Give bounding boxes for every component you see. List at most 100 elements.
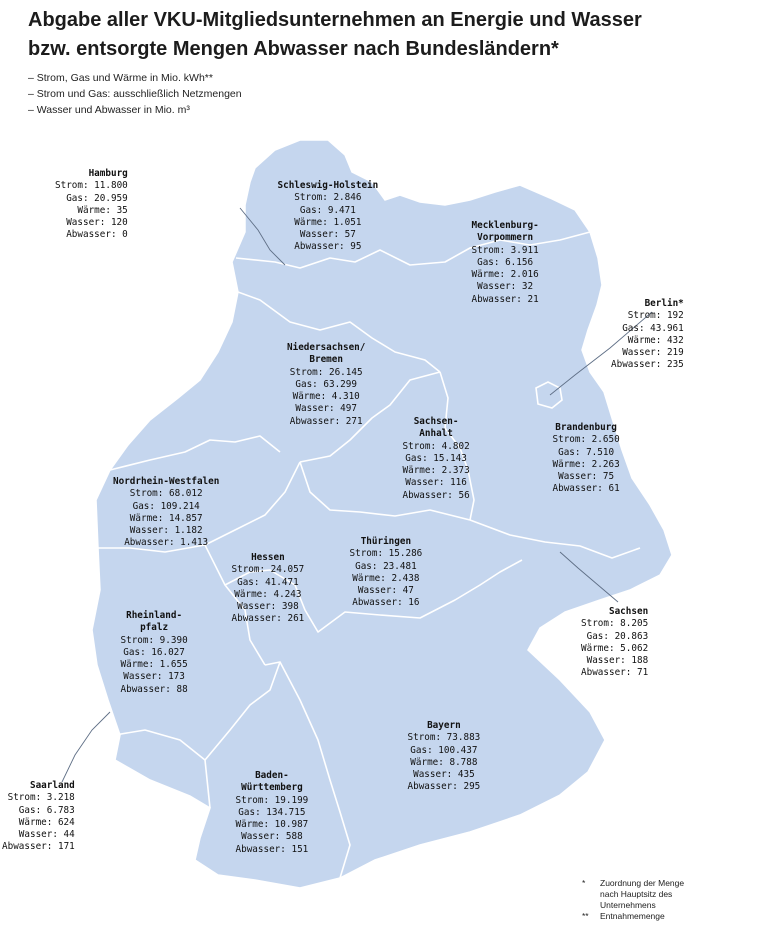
region-value: Wärme: 624 xyxy=(18,816,75,828)
region-value: Wärme: 2.016 xyxy=(471,269,539,281)
leader-line-sachsen xyxy=(559,551,619,603)
note-line: – Strom und Gas: ausschließlich Netzmeng… xyxy=(28,88,242,100)
region-value: Wasser: 57 xyxy=(299,229,356,241)
region-label-hamburg: Hamburg Strom: 11.800 Gas: 20.959 Wärme: 35… xyxy=(55,168,128,242)
region-label-sachsen_anhalt: Sachsen- Anhalt Strom: 4.802 Gas: 15.143 Wä… xyxy=(403,416,470,502)
region-value: Abwasser: 71 xyxy=(581,667,649,679)
state-border-12 xyxy=(204,661,281,761)
region-label-rheinland_pfalz: Rheinland- pfalz Strom: 9.390 Gas: 16.027 W… xyxy=(121,610,188,696)
unit-notes: – Strom, Gas und Wärme in Mio. kWh** – S… xyxy=(28,70,242,118)
region-label-brandenburg: Brandenburg Strom: 2.650 Gas: 7.510 Wärme: … xyxy=(553,422,620,496)
region-value: Gas: 9.471 xyxy=(299,204,356,216)
leader-line-berlin xyxy=(549,311,653,396)
region-value: Gas: 6.783 xyxy=(18,804,75,816)
region-value: Wasser: 1.182 xyxy=(129,525,203,537)
state-border-11 xyxy=(114,729,211,809)
region-value: Wasser: 116 xyxy=(405,477,467,489)
region-value: Wärme: 35 xyxy=(77,204,128,216)
footnotes: * Zuordnung der Menge nach Hauptsitz des… xyxy=(582,878,684,922)
region-value: Strom: 19.199 xyxy=(235,794,309,806)
region-value: Strom: 15.286 xyxy=(349,548,423,560)
region-value: Abwasser: 21 xyxy=(471,293,539,305)
state-border-4 xyxy=(204,461,301,546)
region-value: Gas: 20.863 xyxy=(586,630,649,642)
footnote: * Zuordnung der Menge nach Hauptsitz des… xyxy=(582,878,684,911)
footnote-text: Zuordnung der Menge nach Hauptsitz des U… xyxy=(600,878,685,910)
region-value: Wärme: 1.051 xyxy=(294,216,362,228)
region-value: Gas: 15.143 xyxy=(405,452,467,464)
region-value: Wärme: 14.857 xyxy=(129,512,203,524)
region-value: Abwasser: 88 xyxy=(120,683,188,695)
region-value: Wasser: 32 xyxy=(477,281,534,293)
region-value: Strom: 24.057 xyxy=(231,564,305,576)
region-value: Abwasser: 95 xyxy=(294,241,362,253)
region-value: Wärme: 4.310 xyxy=(292,391,360,403)
region-name: Nordrhein-Westfalen xyxy=(113,476,220,487)
region-value: Wasser: 44 xyxy=(18,829,75,841)
region-value: Abwasser: 56 xyxy=(402,489,470,501)
region-value: Gas: 134.715 xyxy=(238,806,306,818)
region-label-bayern: Bayern Strom: 73.883 Gas: 100.437 Wärme: 8.… xyxy=(408,720,481,794)
state-border-10 xyxy=(98,544,266,666)
region-label-schleswig_holstein: Schleswig-Holstein Strom: 2.846 Gas: 9.471… xyxy=(278,180,379,254)
region-value: Wärme: 8.788 xyxy=(410,756,478,768)
region-value: Wärme: 4.243 xyxy=(234,588,302,600)
leader-line-saarland xyxy=(61,711,111,783)
region-value: Abwasser: 151 xyxy=(235,843,309,855)
region-value: Wasser: 435 xyxy=(413,769,475,781)
region-name: Berlin* xyxy=(644,298,684,309)
region-label-saarland: Saarland Strom: 3.218 Gas: 6.783 Wärme: 624… xyxy=(2,780,75,854)
region-value: Wasser: 188 xyxy=(586,655,649,667)
region-value: Wärme: 5.062 xyxy=(581,642,649,654)
region-label-niedersachsen_bremen: Niedersachsen/ Bremen Strom: 26.145 Gas: 6… xyxy=(287,342,365,428)
region-name: Hessen xyxy=(251,552,285,563)
region-label-mecklenburg_vorpommern: Mecklenburg- Vorpommern Strom: 3.911 Gas: … xyxy=(472,220,539,306)
region-value: Wärme: 1.655 xyxy=(120,659,188,671)
region-value: Abwasser: 295 xyxy=(407,781,481,793)
region-value: Abwasser: 235 xyxy=(611,359,684,371)
region-name: Mecklenburg- Vorpommern xyxy=(471,220,539,244)
region-value: Strom: 2.846 xyxy=(294,192,362,204)
region-value: Wasser: 588 xyxy=(241,831,303,843)
region-value: Abwasser: 16 xyxy=(352,597,420,609)
region-value: Strom: 3.218 xyxy=(7,792,75,804)
berlin-shape xyxy=(535,381,563,409)
region-label-baden_wuerttemberg: Baden- Württemberg Strom: 19.199 Gas: 134.… xyxy=(236,770,309,856)
footnote-mark: * xyxy=(582,878,586,888)
region-value: Wasser: 75 xyxy=(558,471,615,483)
region-label-nordrhein_westfalen: Nordrhein-Westfalen Strom: 68.012 Gas: 109… xyxy=(113,476,219,550)
region-value: Gas: 20.959 xyxy=(66,192,128,204)
leader-line-hamburg xyxy=(239,207,286,266)
region-value: Strom: 68.012 xyxy=(129,488,203,500)
region-name: Saarland xyxy=(29,780,75,791)
title-line-2: bzw. entsorgte Mengen Abwasser nach Bund… xyxy=(28,38,559,60)
region-name: Niedersachsen/ Bremen xyxy=(287,342,366,366)
region-value: Gas: 109.214 xyxy=(132,500,200,512)
region-value: Wärme: 10.987 xyxy=(235,819,309,831)
region-value: Gas: 43.961 xyxy=(622,322,684,334)
state-border-2 xyxy=(237,291,441,373)
region-name: Bayern xyxy=(427,720,461,731)
region-value: Abwasser: 171 xyxy=(2,841,75,853)
state-border-7 xyxy=(299,461,471,521)
region-name: Sachsen xyxy=(608,606,649,617)
region-value: Wasser: 120 xyxy=(66,217,128,229)
region-value: Strom: 26.145 xyxy=(289,366,363,378)
region-name: Thüringen xyxy=(360,536,412,547)
region-value: Wärme: 2.438 xyxy=(352,572,420,584)
region-value: Strom: 73.883 xyxy=(407,732,481,744)
region-value: Abwasser: 0 xyxy=(66,229,128,241)
state-border-5 xyxy=(439,371,475,521)
region-value: Wasser: 47 xyxy=(357,585,414,597)
region-value: Strom: 11.800 xyxy=(55,180,128,192)
region-value: Gas: 16.027 xyxy=(123,646,185,658)
state-border-1 xyxy=(235,231,591,269)
region-label-berlin: Berlin* Strom: 192 Gas: 43.961 Wärme: 432 Wa… xyxy=(611,298,684,372)
region-value: Strom: 9.390 xyxy=(120,634,188,646)
note-line: – Wasser und Abwasser in Mio. m³ xyxy=(28,104,190,116)
region-value: Wasser: 173 xyxy=(123,671,185,683)
region-value: Strom: 8.205 xyxy=(581,618,649,630)
region-label-sachsen: Sachsen Strom: 8.205 Gas: 20.863 Wärme: 5.0… xyxy=(581,606,648,680)
state-border-8 xyxy=(469,519,641,559)
region-value: Wasser: 219 xyxy=(622,347,684,359)
